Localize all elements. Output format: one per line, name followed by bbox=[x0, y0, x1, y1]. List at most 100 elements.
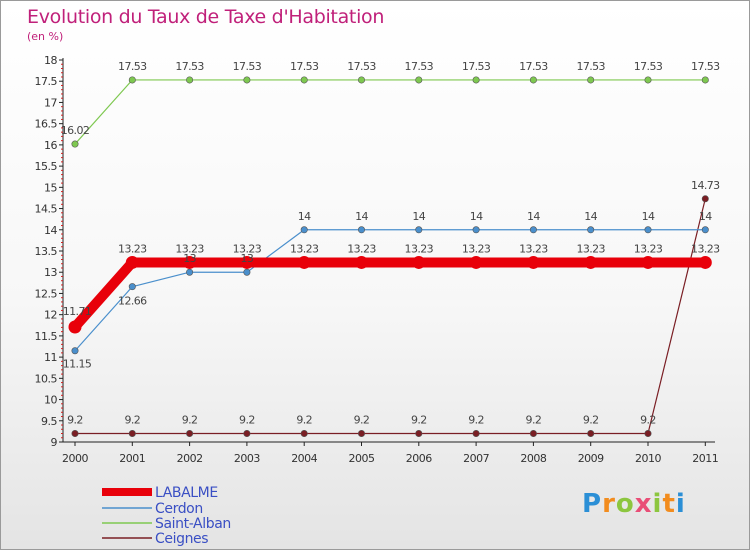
data-point bbox=[357, 76, 365, 84]
data-label: 12.66 bbox=[118, 295, 147, 308]
data-point bbox=[300, 430, 308, 438]
data-point bbox=[644, 226, 652, 234]
data-point bbox=[584, 255, 598, 269]
series-line-labalme bbox=[71, 257, 706, 331]
data-point bbox=[300, 76, 308, 84]
y-tick-label: 14 bbox=[44, 224, 57, 237]
data-label: 13 bbox=[240, 252, 253, 265]
data-label: 9.2 bbox=[296, 414, 312, 427]
data-label: 16.02 bbox=[61, 124, 90, 137]
data-point bbox=[701, 76, 709, 84]
data-label: 17.53 bbox=[462, 60, 491, 73]
data-label: 13.23 bbox=[290, 242, 319, 255]
data-point bbox=[128, 283, 136, 291]
data-label: 17.53 bbox=[290, 60, 319, 73]
data-point bbox=[68, 320, 82, 334]
data-point bbox=[472, 430, 480, 438]
data-point bbox=[186, 76, 194, 84]
logo-letter: r bbox=[602, 489, 616, 519]
data-label: 14 bbox=[699, 210, 712, 223]
data-label: 13.23 bbox=[118, 242, 147, 255]
data-point bbox=[529, 76, 537, 84]
data-label: 9.2 bbox=[124, 414, 140, 427]
chart-unit-label: (en %) bbox=[27, 30, 64, 43]
data-point bbox=[644, 430, 652, 438]
data-point bbox=[529, 430, 537, 438]
data-point bbox=[355, 255, 368, 269]
data-point bbox=[186, 268, 194, 276]
data-label: 13.23 bbox=[175, 242, 204, 255]
x-tick-label: 2000 bbox=[62, 452, 88, 465]
data-point bbox=[526, 255, 540, 269]
y-tick-label: 15.5 bbox=[35, 160, 58, 173]
data-point bbox=[357, 430, 365, 438]
data-point bbox=[412, 255, 426, 269]
data-point bbox=[183, 255, 197, 269]
y-tick-label: 13 bbox=[44, 266, 57, 279]
series-line-ceignes bbox=[75, 198, 706, 435]
y-tick-label: 10 bbox=[44, 394, 57, 407]
data-label: 9.2 bbox=[583, 414, 599, 427]
data-point bbox=[186, 430, 194, 438]
data-label: 13.23 bbox=[634, 242, 663, 255]
data-label: 17.53 bbox=[347, 60, 376, 73]
data-label: 17.53 bbox=[691, 60, 720, 73]
data-point bbox=[71, 430, 79, 438]
data-label: 17.53 bbox=[634, 60, 663, 73]
data-point bbox=[125, 255, 139, 269]
y-tick-label: 17 bbox=[44, 96, 57, 109]
data-label: 17.53 bbox=[576, 60, 605, 73]
y-tick-label: 14.5 bbox=[35, 203, 58, 216]
data-point bbox=[240, 255, 254, 269]
data-label: 11.15 bbox=[63, 358, 92, 371]
x-tick-label: 2001 bbox=[119, 452, 145, 465]
y-tick-label: 11 bbox=[44, 351, 57, 364]
data-point bbox=[71, 140, 79, 148]
logo-letter: P bbox=[582, 489, 603, 519]
data-point bbox=[641, 255, 655, 269]
x-tick-label: 2008 bbox=[520, 452, 546, 465]
series-line-saint-alban bbox=[74, 79, 706, 145]
data-point bbox=[71, 347, 79, 355]
data-label: 17.53 bbox=[233, 60, 262, 73]
data-label: 17.53 bbox=[175, 60, 204, 73]
data-point bbox=[300, 226, 308, 234]
data-label: 11.71 bbox=[63, 305, 92, 318]
data-point bbox=[297, 255, 311, 269]
data-label: 14 bbox=[527, 210, 540, 223]
data-label: 14 bbox=[470, 210, 483, 223]
data-point bbox=[128, 430, 136, 438]
data-label: 14.73 bbox=[691, 179, 720, 192]
data-label: 13.23 bbox=[462, 242, 491, 255]
y-tick-label: 15 bbox=[44, 181, 57, 194]
data-label: 13 bbox=[183, 252, 196, 265]
data-label: 13.23 bbox=[233, 242, 262, 255]
data-point bbox=[587, 76, 595, 84]
logo-letter: o bbox=[615, 489, 635, 519]
proxiti-logo: Proxiti bbox=[582, 489, 686, 519]
data-label: 17.53 bbox=[519, 60, 548, 73]
data-label: 9.2 bbox=[67, 414, 83, 427]
data-point bbox=[701, 226, 709, 234]
data-label: 9.2 bbox=[354, 414, 370, 427]
data-label: 17.53 bbox=[118, 60, 147, 73]
data-point bbox=[128, 76, 136, 84]
x-tick-label: 2003 bbox=[234, 452, 260, 465]
data-point bbox=[415, 76, 423, 84]
y-tick-label: 16.5 bbox=[35, 118, 58, 131]
data-label: 14 bbox=[355, 210, 368, 223]
data-point bbox=[243, 430, 251, 438]
data-label: 9.2 bbox=[239, 414, 255, 427]
x-tick-label: 2004 bbox=[291, 452, 317, 465]
data-label: 17.53 bbox=[405, 60, 434, 73]
data-label: 13.23 bbox=[691, 242, 720, 255]
logo-letter: i bbox=[652, 489, 663, 519]
data-label: 9.2 bbox=[468, 414, 484, 427]
data-label: 9.2 bbox=[526, 414, 542, 427]
data-point bbox=[529, 226, 537, 234]
x-tick-label: 2011 bbox=[692, 452, 718, 465]
data-point bbox=[243, 76, 251, 84]
y-tick-label: 10.5 bbox=[35, 372, 58, 385]
y-tick-label: 12.5 bbox=[35, 287, 58, 300]
